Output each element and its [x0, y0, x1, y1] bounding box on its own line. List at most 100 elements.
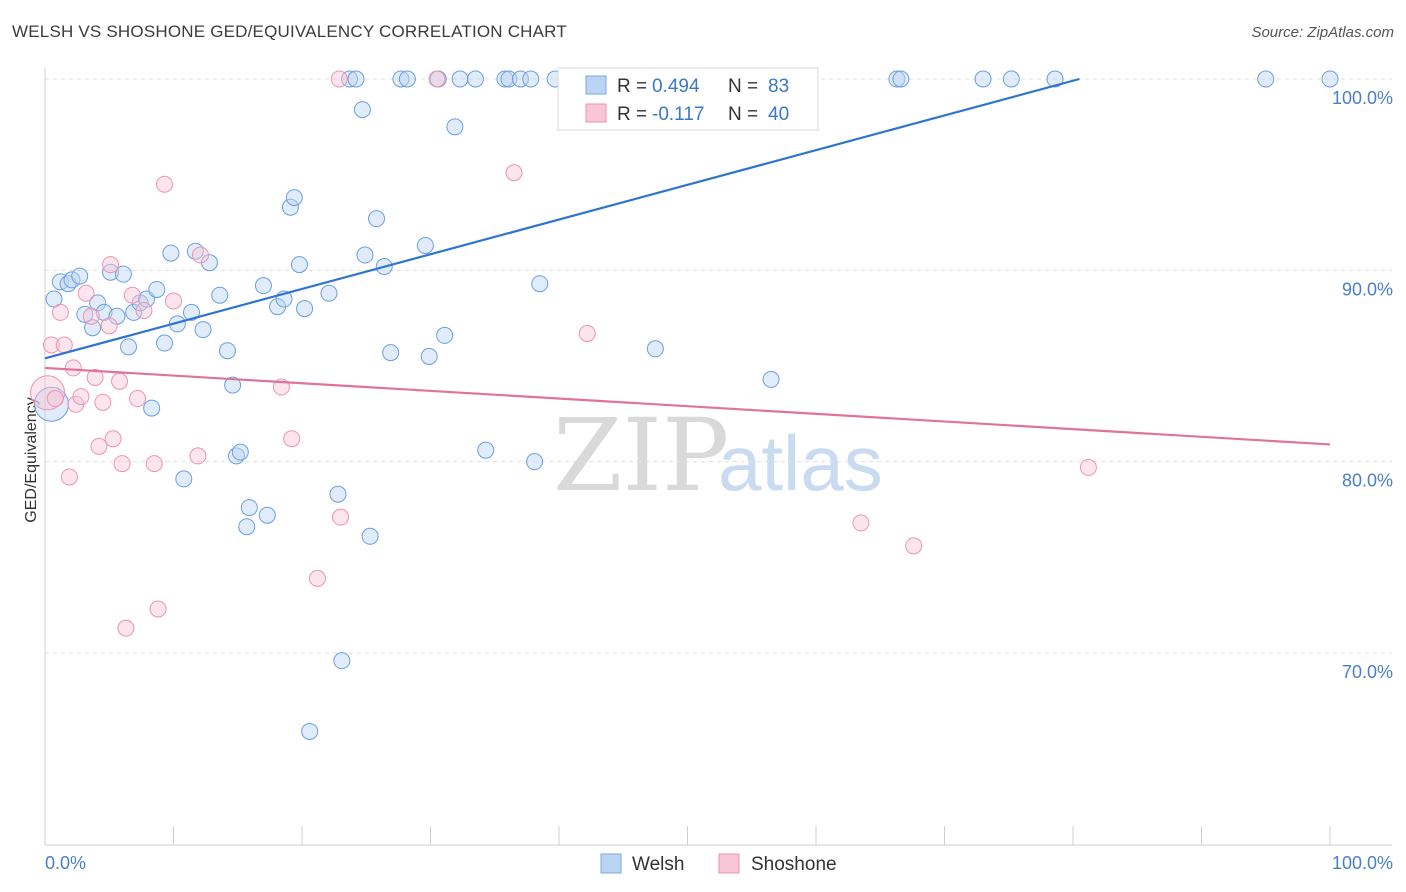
data-point	[332, 508, 350, 526]
data-point	[646, 340, 664, 358]
legend-welsh-n-value: 83	[768, 76, 789, 97]
data-point	[892, 70, 910, 88]
y-tick-label: 90.0%	[1342, 279, 1393, 299]
data-point	[1321, 70, 1339, 88]
data-point	[90, 437, 108, 455]
source-label: Source: ZipAtlas.com	[1251, 24, 1394, 41]
data-point	[285, 189, 303, 207]
bottom-legend-shoshone: Shoshone	[751, 854, 837, 875]
data-point	[149, 600, 167, 618]
data-point	[72, 388, 90, 406]
data-point	[500, 70, 518, 88]
data-point	[135, 302, 153, 320]
data-point	[77, 284, 95, 302]
data-point	[162, 244, 180, 262]
data-point	[254, 277, 272, 295]
data-point	[123, 286, 141, 304]
chart-title: WELSH VS SHOSHONE GED/EQUIVALENCY CORREL…	[12, 22, 567, 41]
data-point	[191, 246, 209, 264]
data-point	[436, 326, 454, 344]
watermark: ZIP atlas	[553, 397, 883, 514]
data-point	[117, 619, 135, 637]
data-point	[1257, 70, 1275, 88]
data-point	[114, 265, 132, 283]
data-point	[392, 70, 410, 88]
data-point	[238, 518, 256, 536]
data-point	[301, 722, 319, 740]
data-point	[82, 307, 100, 325]
data-point	[102, 256, 120, 274]
data-point	[888, 70, 906, 88]
bottom-legend-swatch-shoshone	[718, 853, 740, 874]
x-tick-label: 100.0%	[1332, 853, 1393, 873]
trend-lines	[44, 77, 1331, 446]
data-point	[428, 70, 446, 88]
data-point	[76, 305, 94, 323]
data-point	[1046, 70, 1064, 88]
data-point	[156, 334, 174, 352]
bottom-legend: Welsh Shoshone	[600, 853, 837, 875]
legend-shoshone-r-value: -0.117	[652, 104, 704, 125]
data-point	[320, 284, 338, 302]
data-point	[308, 569, 326, 587]
data-point	[451, 70, 469, 88]
y-axis-label: GED/Equivalency	[23, 397, 40, 522]
data-point	[505, 164, 523, 182]
shoshone-points	[30, 70, 1097, 637]
data-point	[341, 70, 359, 88]
data-point	[42, 336, 60, 354]
watermark-zip: ZIP	[553, 397, 729, 514]
data-point	[60, 468, 78, 486]
data-point	[104, 430, 122, 448]
legend-swatch-shoshone	[585, 103, 607, 123]
bottom-legend-swatch-welsh	[600, 853, 622, 874]
data-point	[522, 70, 540, 88]
data-point	[974, 70, 992, 88]
data-point	[420, 347, 438, 365]
data-point	[477, 441, 495, 459]
data-point	[175, 470, 193, 488]
data-point	[446, 118, 464, 136]
data-point	[361, 527, 379, 545]
data-point	[63, 271, 81, 289]
data-point	[333, 652, 351, 670]
legend: R = 0.494 N = 83 R = -0.117 N = 40	[557, 67, 819, 131]
data-point	[329, 485, 347, 503]
data-point	[129, 390, 147, 408]
welsh-trend-line	[44, 77, 1080, 360]
data-point	[156, 175, 174, 193]
x-tick-labels: 0.0% 100.0%	[45, 853, 1393, 873]
data-point	[194, 321, 212, 339]
data-point	[466, 70, 484, 88]
watermark-atlas: atlas	[718, 419, 883, 507]
data-point	[347, 70, 365, 88]
data-point	[51, 303, 69, 321]
data-point	[143, 399, 161, 417]
y-tick-label: 100.0%	[1332, 88, 1393, 108]
data-point	[258, 506, 276, 524]
data-point	[145, 455, 163, 473]
data-point	[94, 393, 112, 411]
legend-shoshone-n-label: N =	[728, 104, 758, 125]
data-point	[526, 453, 544, 471]
data-point	[95, 303, 113, 321]
y-tick-label: 70.0%	[1342, 662, 1393, 682]
data-point	[290, 256, 308, 274]
data-point	[496, 70, 514, 88]
data-point	[1079, 458, 1097, 476]
data-point	[218, 342, 236, 360]
data-point	[113, 455, 131, 473]
bottom-legend-welsh: Welsh	[632, 854, 684, 875]
legend-welsh-r-value: 0.494	[652, 76, 700, 97]
data-point	[1002, 70, 1020, 88]
data-point	[165, 292, 182, 310]
legend-swatch-welsh	[585, 75, 607, 95]
data-point	[578, 324, 596, 342]
data-point	[189, 447, 207, 465]
data-point	[86, 368, 104, 386]
gridlines	[45, 78, 1392, 654]
data-point	[120, 338, 138, 356]
data-point	[511, 70, 529, 88]
data-point	[330, 70, 348, 88]
